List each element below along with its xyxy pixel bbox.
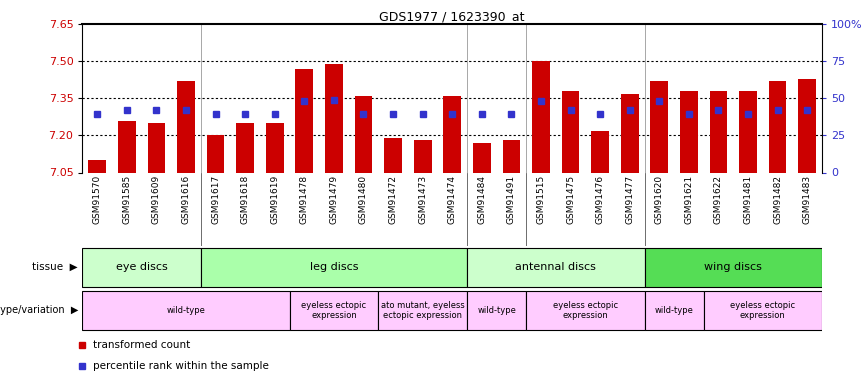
Bar: [769, 81, 786, 172]
Bar: [562, 91, 580, 172]
Text: GSM91476: GSM91476: [595, 175, 605, 224]
Text: GSM91622: GSM91622: [714, 175, 723, 224]
Text: GSM91491: GSM91491: [507, 175, 516, 224]
Bar: [89, 160, 106, 172]
Text: eyeless ectopic
expression: eyeless ectopic expression: [730, 301, 795, 320]
Text: GSM91616: GSM91616: [181, 175, 190, 224]
Text: wing discs: wing discs: [704, 262, 762, 272]
Bar: [526, 291, 645, 330]
Text: percentile rank within the sample: percentile rank within the sample: [93, 362, 269, 371]
Text: GSM91570: GSM91570: [93, 175, 102, 224]
Bar: [148, 123, 165, 172]
Bar: [740, 91, 757, 172]
Text: wild-type: wild-type: [654, 306, 694, 315]
Text: leg discs: leg discs: [310, 262, 358, 272]
Text: GSM91473: GSM91473: [418, 175, 427, 224]
Bar: [118, 121, 135, 172]
Text: wild-type: wild-type: [167, 306, 206, 315]
Text: GSM91609: GSM91609: [152, 175, 161, 224]
Bar: [645, 248, 822, 286]
Bar: [621, 93, 639, 172]
Bar: [467, 248, 645, 286]
Text: eyeless ectopic
expression: eyeless ectopic expression: [301, 301, 366, 320]
Bar: [680, 91, 698, 172]
Text: GSM91472: GSM91472: [389, 175, 398, 224]
Bar: [467, 291, 526, 330]
Bar: [82, 248, 201, 286]
Text: GSM91477: GSM91477: [625, 175, 635, 224]
Text: GSM91482: GSM91482: [773, 175, 782, 224]
Text: GSM91481: GSM91481: [744, 175, 753, 224]
Text: GSM91515: GSM91515: [536, 175, 545, 224]
Text: eyeless ectopic
expression: eyeless ectopic expression: [553, 301, 618, 320]
Bar: [591, 130, 609, 172]
Bar: [385, 138, 402, 172]
Text: ato mutant, eyeless
ectopic expression: ato mutant, eyeless ectopic expression: [381, 301, 464, 320]
Text: antennal discs: antennal discs: [516, 262, 596, 272]
Text: GSM91474: GSM91474: [448, 175, 457, 224]
Text: GSM91620: GSM91620: [654, 175, 664, 224]
Text: GSM91585: GSM91585: [122, 175, 131, 224]
Text: GSM91475: GSM91475: [566, 175, 575, 224]
Bar: [266, 123, 284, 172]
Bar: [290, 291, 378, 330]
Text: tissue  ▶: tissue ▶: [32, 262, 78, 272]
Bar: [414, 140, 431, 172]
Text: GSM91617: GSM91617: [211, 175, 220, 224]
Bar: [650, 81, 668, 172]
Text: GSM91618: GSM91618: [240, 175, 250, 224]
Bar: [709, 91, 727, 172]
Bar: [645, 291, 704, 330]
Bar: [177, 81, 195, 172]
Text: GSM91621: GSM91621: [684, 175, 694, 224]
Bar: [444, 96, 461, 172]
Bar: [532, 62, 549, 172]
Bar: [355, 96, 372, 172]
Bar: [799, 79, 816, 172]
Bar: [236, 123, 254, 172]
Bar: [473, 143, 490, 172]
Text: GSM91619: GSM91619: [270, 175, 279, 224]
Bar: [704, 291, 822, 330]
Bar: [201, 248, 467, 286]
Bar: [378, 291, 467, 330]
Bar: [325, 64, 343, 173]
Text: transformed count: transformed count: [93, 340, 190, 350]
Text: GSM91483: GSM91483: [803, 175, 812, 224]
Text: GSM91480: GSM91480: [359, 175, 368, 224]
Text: GSM91484: GSM91484: [477, 175, 486, 224]
Bar: [207, 135, 225, 172]
Bar: [503, 140, 520, 172]
Bar: [82, 291, 290, 330]
Title: GDS1977 / 1623390_at: GDS1977 / 1623390_at: [379, 10, 525, 23]
Text: genotype/variation  ▶: genotype/variation ▶: [0, 305, 78, 315]
Text: GSM91479: GSM91479: [329, 175, 339, 224]
Text: eye discs: eye discs: [115, 262, 168, 272]
Text: wild-type: wild-type: [477, 306, 516, 315]
Bar: [295, 69, 313, 172]
Text: GSM91478: GSM91478: [299, 175, 309, 224]
